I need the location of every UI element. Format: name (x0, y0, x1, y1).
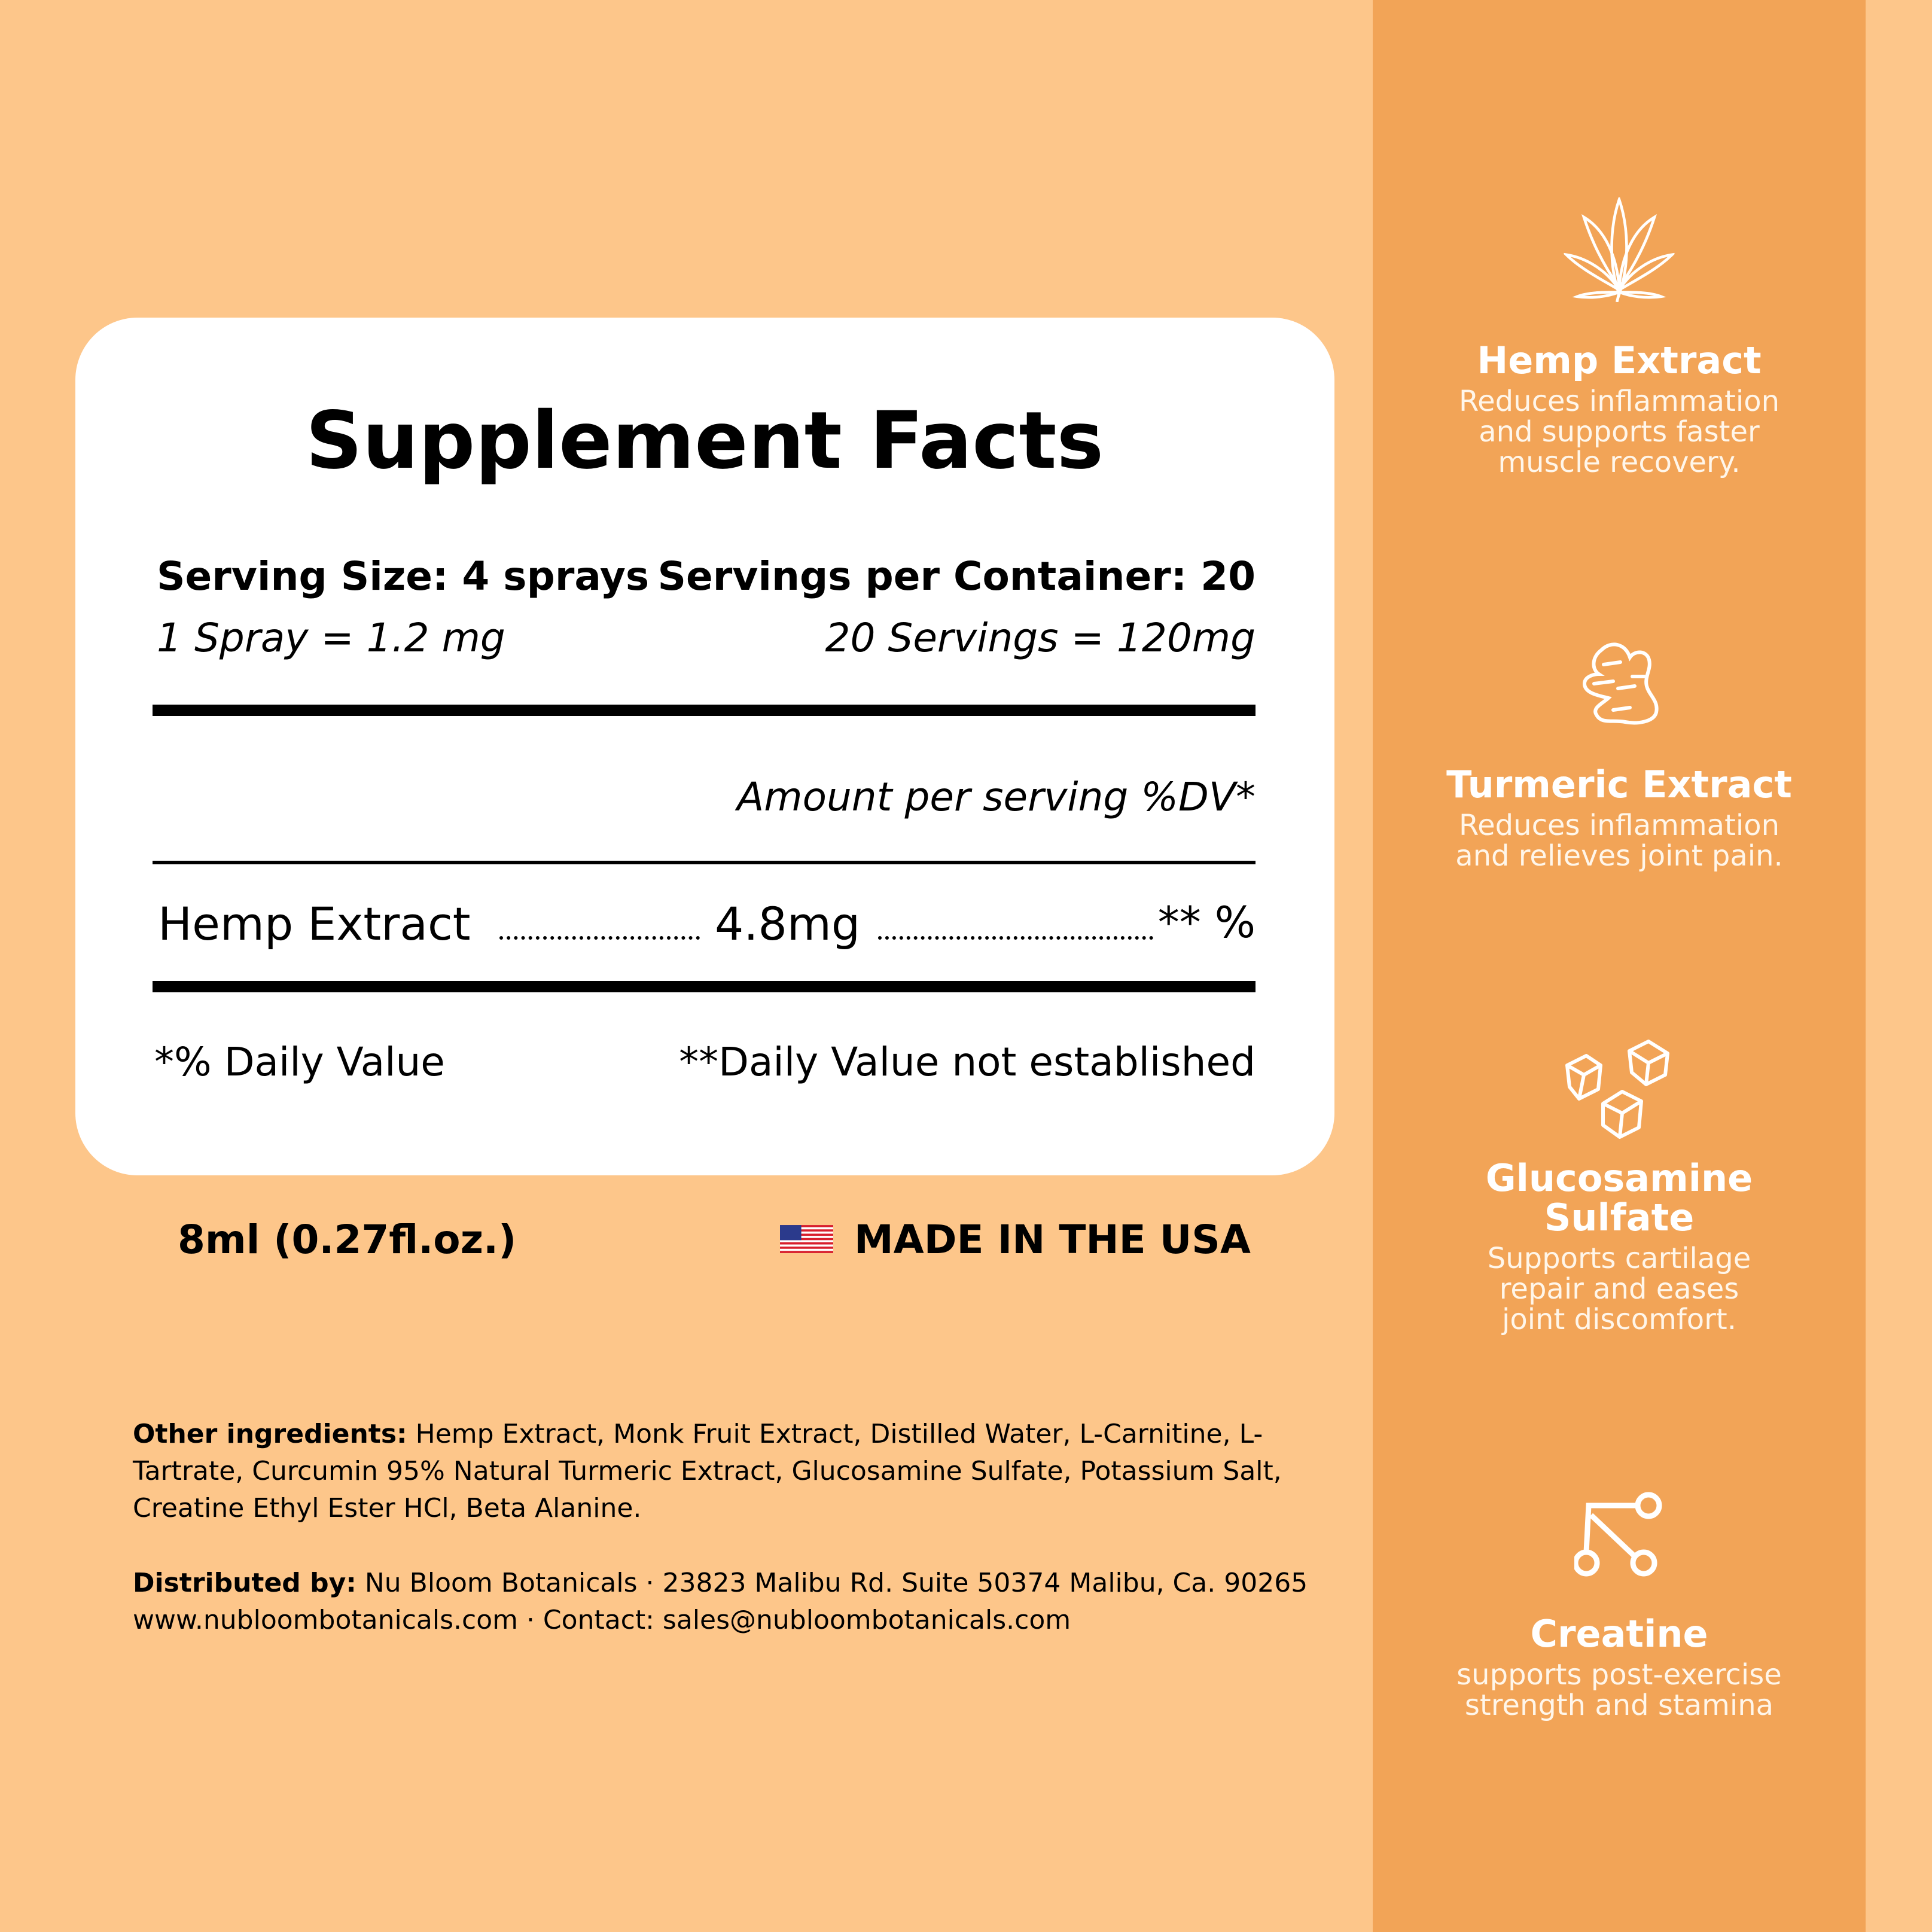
benefit-title: Creatine (1530, 1612, 1708, 1656)
servings-per-container: Servings per Container: 20 (657, 553, 1256, 599)
benefit-creatine: Creatine supports post-exercise strength … (1373, 1491, 1866, 1742)
molecule-icon (1574, 1492, 1662, 1577)
benefit-title-line: Glucosamine (1485, 1156, 1753, 1200)
benefit-desc: Supports cartilage (1487, 1242, 1751, 1275)
dot-leader (878, 936, 1153, 940)
amount-header: Amount per serving %DV* (737, 774, 1256, 820)
benefit-title: Hemp Extract (1477, 339, 1762, 382)
footnote-not-established: **Daily Value not established (679, 1039, 1256, 1085)
other-ingredients-text: Hemp Extract, Monk Fruit Extract, Distil… (133, 1419, 1282, 1523)
benefit-desc: muscle recovery. (1498, 446, 1741, 479)
volume: 8ml (0.27fl.oz.) (178, 1217, 517, 1263)
ingredient-dv: ** % (1157, 897, 1256, 947)
benefit-turmeric: Turmeric Extract Reduces inflammation and… (1373, 641, 1866, 892)
distributor-address: Nu Bloom Botanicals · 23823 Malibu Rd. S… (356, 1568, 1308, 1598)
footnote-daily-value: *% Daily Value (154, 1039, 445, 1085)
hemp-leaf-icon (1564, 197, 1675, 302)
distributor-contact: www.nubloombotanicals.com · Contact: sal… (133, 1605, 1071, 1635)
other-ingredients: Other ingredients: Hemp Extract, Monk Fr… (133, 1416, 1359, 1527)
ingredient-amount: 4.8mg (715, 897, 861, 950)
facts-title: Supplement Facts (305, 395, 1104, 487)
thick-divider (153, 705, 1256, 716)
benefit-desc: repair and eases (1499, 1272, 1739, 1306)
us-flag-icon (780, 1225, 833, 1253)
thick-divider (153, 981, 1256, 992)
serving-size: Serving Size: 4 sprays (157, 553, 650, 599)
supplement-facts-card (75, 318, 1334, 1175)
ingredient-name: Hemp Extract (158, 897, 471, 950)
benefit-desc: strength and stamina (1464, 1689, 1774, 1722)
benefit-title-line: Sulfate (1544, 1196, 1695, 1239)
ginger-root-icon (1582, 642, 1659, 725)
benefit-glucosamine: Glucosamine Sulfate Supports cartilage re… (1373, 1039, 1866, 1350)
benefit-desc: supports post-exercise (1456, 1658, 1782, 1692)
made-in-usa: MADE IN THE USA (854, 1217, 1251, 1263)
benefit-hemp: Hemp Extract Reduces inflammation and sup… (1373, 197, 1866, 496)
distributor: Distributed by: Nu Bloom Botanicals · 23… (133, 1565, 1359, 1639)
benefit-desc: Reduces inflammation (1458, 385, 1780, 418)
thin-divider (153, 861, 1256, 864)
cubes-icon (1565, 1040, 1669, 1139)
benefit-desc: and supports faster (1479, 415, 1760, 449)
benefit-desc: and relieves joint pain. (1455, 839, 1783, 873)
benefit-title: Turmeric Extract (1446, 763, 1792, 806)
distributed-label: Distributed by: (133, 1568, 356, 1598)
benefit-desc: joint discomfort. (1502, 1303, 1736, 1336)
dot-leader (499, 936, 700, 940)
benefit-desc: Reduces inflammation (1458, 809, 1780, 842)
spray-equivalent: 1 Spray = 1.2 mg (157, 615, 505, 661)
other-ingredients-label: Other ingredients: (133, 1419, 407, 1449)
servings-equivalent: 20 Servings = 120mg (825, 615, 1256, 661)
benefits-panel (1373, 0, 1866, 1932)
